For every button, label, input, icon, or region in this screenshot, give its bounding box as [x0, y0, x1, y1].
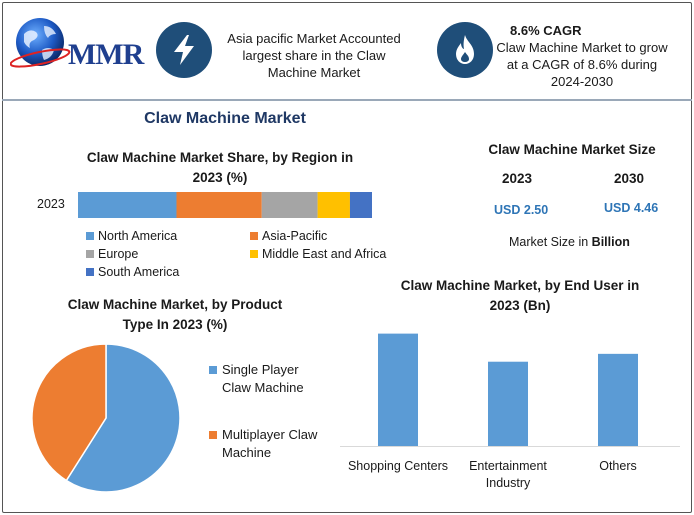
- highlight-2-line-3: 2024-2030: [550, 74, 614, 89]
- region-bar-segment-asia-pacific: [176, 192, 262, 218]
- highlight-2-line-1: Claw Machine Market to grow: [496, 40, 668, 55]
- legend-swatch: [86, 250, 94, 258]
- flame-icon: [456, 35, 474, 64]
- market-size-value-2023: USD 2.50: [494, 203, 549, 217]
- pie-legend-multi-line-2: Machine: [222, 445, 272, 460]
- highlight-1-line-2: largest share in the Claw: [242, 48, 386, 63]
- highlight-2-line-2: at a CAGR of 8.6% during: [506, 57, 658, 72]
- main-title: Claw Machine Market: [144, 110, 306, 127]
- enduser-bar-entertainment-industry: [488, 361, 528, 446]
- legend-label: Europe: [98, 247, 139, 261]
- legend-swatch: [250, 232, 258, 240]
- region-legend-item: South America: [86, 265, 179, 279]
- enduser-x-label-line: Industry: [485, 476, 531, 490]
- region-stacked-bar: [78, 192, 372, 218]
- enduser-x-label: Others: [558, 458, 678, 475]
- highlight-1-text: Asia pacific Market Accounted largest sh…: [216, 30, 412, 81]
- region-legend-item: Europe: [86, 247, 138, 261]
- region-chart-title: Claw Machine Market Share, by Region in …: [60, 148, 380, 188]
- market-size-unit: Market Size in Billion: [509, 235, 630, 249]
- region-legend-item: Asia-Pacific: [250, 229, 327, 243]
- enduser-chart-title-line-1: Claw Machine Market, by End User in: [400, 278, 640, 293]
- enduser-chart-title-line-2: 2023 (Bn): [489, 298, 551, 313]
- mmr-logo: MMR: [10, 12, 144, 74]
- region-chart-title-line-2: 2023 (%): [192, 170, 248, 185]
- market-size-value-2030: USD 4.46: [604, 201, 659, 215]
- legend-label: South America: [98, 265, 180, 279]
- enduser-chart-title: Claw Machine Market, by End User in 2023…: [375, 276, 665, 316]
- pie-legend-multi: Multiplayer Claw Machine: [209, 426, 318, 462]
- pie-legend-multi-line-1: Multiplayer Claw: [222, 427, 318, 442]
- legend-swatch: [86, 268, 94, 276]
- globe-icon: [10, 18, 71, 68]
- pie-legend-single-line-1: Single Player: [222, 362, 299, 377]
- region-bar-segment-europe: [261, 192, 318, 218]
- legend-swatch: [250, 250, 258, 258]
- region-chart-title-line-1: Claw Machine Market Share, by Region in: [86, 150, 354, 165]
- pie-legend-single: Single Player Claw Machine: [209, 361, 304, 397]
- enduser-x-label-line: Shopping Centers: [347, 459, 449, 473]
- legend-label: North America: [98, 229, 178, 243]
- enduser-bar-others: [598, 353, 638, 446]
- legend-label: Asia-Pacific: [262, 229, 328, 243]
- cagr-title: 8.6% CAGR: [510, 23, 582, 38]
- highlight-2-badge: [437, 22, 493, 78]
- header-divider: [2, 99, 692, 101]
- region-bar-segment-south-america: [349, 192, 372, 218]
- pie-slice-multiplayer: [31, 343, 107, 482]
- highlight-1-badge: [156, 22, 212, 78]
- market-size-year-2030: 2030: [614, 171, 645, 186]
- legend-label: Middle East and Africa: [262, 247, 387, 261]
- product-chart-title-line-1: Claw Machine Market, by Product: [67, 297, 283, 312]
- enduser-x-label-line: Others: [599, 459, 637, 473]
- enduser-bar-shopping-centers: [378, 333, 418, 446]
- market-size-unit-bold: Billion: [591, 235, 630, 249]
- pie-legend-swatch-multi: [209, 431, 217, 439]
- highlight-1-line-1: Asia pacific Market Accounted: [227, 31, 401, 46]
- logo-text: MMR: [68, 38, 144, 71]
- pie-legend-single-line-2: Claw Machine: [222, 380, 304, 395]
- product-chart-title: Claw Machine Market, by Product Type In …: [40, 295, 310, 335]
- product-chart-title-line-2: Type In 2023 (%): [122, 317, 228, 332]
- market-size-year-2023: 2023: [502, 171, 533, 186]
- region-legend-item: North America: [86, 229, 177, 243]
- highlight-1-line-3: Machine Market: [267, 65, 361, 80]
- region-bar-segment-middle-east-and-africa: [317, 192, 350, 218]
- product-pie-chart: [31, 343, 181, 493]
- pie-legend-swatch-single: [209, 366, 217, 374]
- highlight-2-text: 8.6% CAGR Claw Machine Market to grow at…: [492, 22, 672, 90]
- lightning-icon: [174, 35, 194, 65]
- legend-swatch: [86, 232, 94, 240]
- enduser-bar-chart: [340, 333, 680, 447]
- region-legend-item: Middle East and Africa: [250, 247, 386, 261]
- market-size-title: Claw Machine Market Size: [488, 142, 656, 157]
- enduser-x-label-line: Entertainment: [469, 459, 547, 473]
- enduser-x-label: Shopping Centers: [338, 458, 458, 475]
- pie-slice-single-player: [65, 343, 181, 493]
- enduser-x-label: Entertainment Industry: [448, 458, 568, 492]
- market-size-unit-prefix: Market Size in: [509, 235, 592, 249]
- region-bar-segment-north-america: [78, 192, 177, 218]
- region-bar-category: 2023: [37, 197, 65, 211]
